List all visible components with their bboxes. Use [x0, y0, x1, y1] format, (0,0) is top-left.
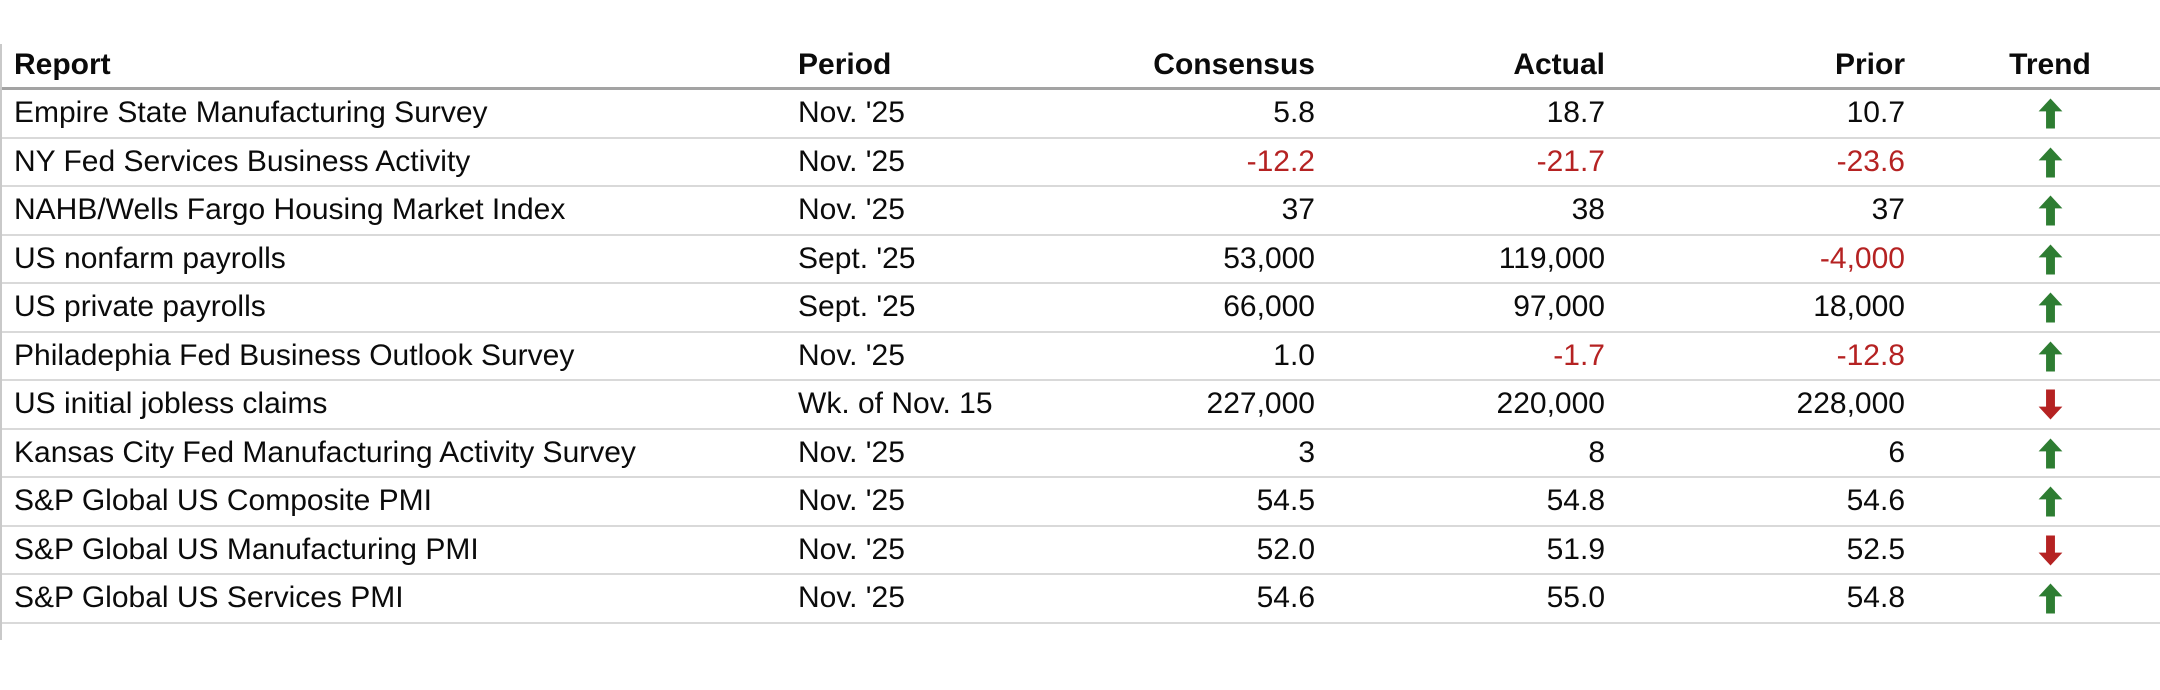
report-cell: US nonfarm payrolls — [2, 234, 790, 284]
prior-cell: 54.6 — [1605, 477, 1905, 527]
trend-up-icon — [2038, 98, 2062, 129]
data-table: Report Period Consensus Actual Prior Tre… — [2, 44, 2160, 624]
period-cell: Sept. '25 — [790, 234, 1015, 284]
trend-up-icon — [2038, 244, 2062, 275]
trend-up-icon — [2038, 195, 2062, 226]
prior-cell: 54.8 — [1605, 574, 1905, 624]
period-cell: Nov. '25 — [790, 88, 1015, 139]
col-header-period: Period — [790, 44, 1015, 90]
consensus-cell: 54.5 — [1015, 477, 1315, 527]
col-header-trend: Trend — [1905, 44, 2160, 90]
period-cell: Sept. '25 — [790, 283, 1015, 333]
consensus-cell: 53,000 — [1015, 234, 1315, 284]
table-row: S&P Global US Manufacturing PMI Nov. '25… — [2, 525, 2160, 575]
table-row: US initial jobless claims Wk. of Nov. 15… — [2, 380, 2160, 430]
prior-cell: 228,000 — [1605, 380, 1905, 430]
period-cell: Nov. '25 — [790, 186, 1015, 236]
consensus-cell: 54.6 — [1015, 574, 1315, 624]
table-row: US nonfarm payrolls Sept. '25 53,000 119… — [2, 234, 2160, 284]
trend-cell — [1905, 574, 2160, 624]
trend-cell — [1905, 234, 2160, 284]
consensus-cell: -12.2 — [1015, 137, 1315, 187]
trend-up-icon — [2038, 438, 2062, 469]
table-row: S&P Global US Composite PMI Nov. '25 54.… — [2, 477, 2160, 527]
trend-up-icon — [2038, 583, 2062, 614]
trend-cell — [1905, 428, 2160, 478]
trend-cell — [1905, 88, 2160, 139]
table-row: Kansas City Fed Manufacturing Activity S… — [2, 428, 2160, 478]
trend-cell — [1905, 525, 2160, 575]
period-cell: Nov. '25 — [790, 428, 1015, 478]
trend-up-icon — [2038, 292, 2062, 323]
table-row: S&P Global US Services PMI Nov. '25 54.6… — [2, 574, 2160, 624]
prior-cell: 6 — [1605, 428, 1905, 478]
trend-up-icon — [2038, 486, 2062, 517]
trend-cell — [1905, 283, 2160, 333]
actual-cell: -21.7 — [1315, 137, 1605, 187]
report-cell: NY Fed Services Business Activity — [2, 137, 790, 187]
col-header-consensus: Consensus — [1015, 44, 1315, 90]
prior-cell: 52.5 — [1605, 525, 1905, 575]
trend-up-icon — [2038, 147, 2062, 178]
trend-cell — [1905, 331, 2160, 381]
prior-cell: 10.7 — [1605, 88, 1905, 139]
consensus-cell: 227,000 — [1015, 380, 1315, 430]
trend-cell — [1905, 477, 2160, 527]
prior-cell: -4,000 — [1605, 234, 1905, 284]
actual-cell: 220,000 — [1315, 380, 1605, 430]
consensus-cell: 66,000 — [1015, 283, 1315, 333]
consensus-cell: 1.0 — [1015, 331, 1315, 381]
trend-cell — [1905, 137, 2160, 187]
report-cell: Empire State Manufacturing Survey — [2, 88, 790, 139]
col-header-actual: Actual — [1315, 44, 1605, 90]
report-cell: NAHB/Wells Fargo Housing Market Index — [2, 186, 790, 236]
period-cell: Nov. '25 — [790, 137, 1015, 187]
trend-cell — [1905, 186, 2160, 236]
actual-cell: 38 — [1315, 186, 1605, 236]
period-cell: Nov. '25 — [790, 477, 1015, 527]
consensus-cell: 3 — [1015, 428, 1315, 478]
report-cell: US initial jobless claims — [2, 380, 790, 430]
trend-down-icon — [2038, 535, 2062, 566]
col-header-prior: Prior — [1605, 44, 1905, 90]
prior-cell: -23.6 — [1605, 137, 1905, 187]
report-cell: S&P Global US Composite PMI — [2, 477, 790, 527]
actual-cell: 8 — [1315, 428, 1605, 478]
actual-cell: 18.7 — [1315, 88, 1605, 139]
consensus-cell: 5.8 — [1015, 88, 1315, 139]
report-cell: Philadephia Fed Business Outlook Survey — [2, 331, 790, 381]
prior-cell: -12.8 — [1605, 331, 1905, 381]
table-row: US private payrolls Sept. '25 66,000 97,… — [2, 283, 2160, 333]
economic-reports-table: Report Period Consensus Actual Prior Tre… — [0, 44, 2160, 640]
report-cell: US private payrolls — [2, 283, 790, 333]
period-cell: Nov. '25 — [790, 525, 1015, 575]
col-header-report: Report — [2, 44, 790, 90]
table-row: NAHB/Wells Fargo Housing Market Index No… — [2, 186, 2160, 236]
table-row: Empire State Manufacturing Survey Nov. '… — [2, 88, 2160, 139]
table-row: Philadephia Fed Business Outlook Survey … — [2, 331, 2160, 381]
actual-cell: -1.7 — [1315, 331, 1605, 381]
prior-cell: 37 — [1605, 186, 1905, 236]
trend-cell — [1905, 380, 2160, 430]
prior-cell: 18,000 — [1605, 283, 1905, 333]
report-cell: Kansas City Fed Manufacturing Activity S… — [2, 428, 790, 478]
consensus-cell: 37 — [1015, 186, 1315, 236]
period-cell: Nov. '25 — [790, 574, 1015, 624]
header-row: Report Period Consensus Actual Prior Tre… — [2, 44, 2160, 90]
trend-up-icon — [2038, 341, 2062, 372]
actual-cell: 55.0 — [1315, 574, 1605, 624]
actual-cell: 51.9 — [1315, 525, 1605, 575]
period-cell: Wk. of Nov. 15 — [790, 380, 1015, 430]
table-row: NY Fed Services Business Activity Nov. '… — [2, 137, 2160, 187]
table-body: Empire State Manufacturing Survey Nov. '… — [2, 88, 2160, 624]
trend-down-icon — [2038, 389, 2062, 420]
consensus-cell: 52.0 — [1015, 525, 1315, 575]
actual-cell: 97,000 — [1315, 283, 1605, 333]
report-cell: S&P Global US Manufacturing PMI — [2, 525, 790, 575]
actual-cell: 119,000 — [1315, 234, 1605, 284]
report-cell: S&P Global US Services PMI — [2, 574, 790, 624]
period-cell: Nov. '25 — [790, 331, 1015, 381]
actual-cell: 54.8 — [1315, 477, 1605, 527]
